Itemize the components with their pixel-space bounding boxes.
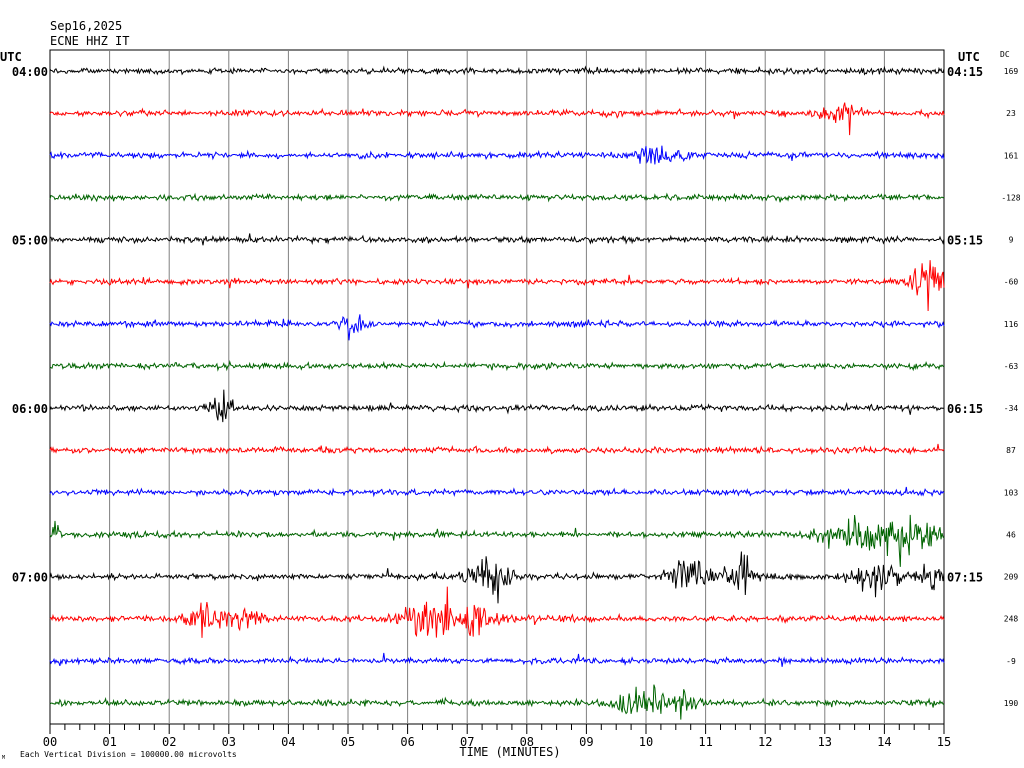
dc-value-label: -128 — [1001, 193, 1020, 202]
date-label: Sep16,2025 — [50, 19, 122, 33]
trace-line — [49, 514, 945, 567]
left-utc-label: UTC — [0, 50, 22, 64]
x-tick-label: 05 — [341, 735, 355, 749]
dc-value-label: -34 — [1004, 404, 1019, 413]
right-hour-label: 04:15 — [947, 65, 983, 79]
x-tick-label: 01 — [102, 735, 116, 749]
dc-value-label: 9 — [1009, 236, 1014, 245]
corner-mark: M — [2, 755, 5, 761]
right-hour-label: 06:15 — [947, 402, 983, 416]
trace-line — [49, 684, 945, 720]
left-hour-label: 05:00 — [12, 234, 48, 248]
dc-value-label: 116 — [1004, 320, 1019, 329]
trace-line — [49, 486, 945, 498]
dc-value-label: -63 — [1004, 362, 1019, 371]
dc-value-label: 23 — [1006, 109, 1016, 118]
dc-value-label: 103 — [1004, 488, 1019, 497]
station-label: ECNE HHZ IT — [50, 34, 129, 48]
dc-value-label: 169 — [1004, 67, 1019, 76]
trace-line — [49, 652, 945, 667]
dc-value-label: 190 — [1004, 699, 1019, 708]
dc-value-label: -9 — [1006, 657, 1016, 666]
dc-value-label: 87 — [1006, 446, 1016, 455]
trace-line — [49, 65, 945, 76]
x-tick-label: 09 — [579, 735, 593, 749]
dc-value-label: 209 — [1004, 573, 1019, 582]
x-tick-label: 12 — [758, 735, 772, 749]
trace-line — [49, 192, 945, 203]
x-tick-label: 03 — [222, 735, 236, 749]
trace-group — [49, 65, 945, 720]
trace-line — [49, 260, 945, 312]
scale-note: Each Vertical Division = 100000.00 micro… — [20, 750, 237, 759]
x-tick-label: 15 — [937, 735, 951, 749]
right-hour-label: 05:15 — [947, 234, 983, 248]
x-tick-label: 00 — [43, 735, 57, 749]
trace-line — [49, 145, 945, 165]
left-hour-label: 04:00 — [12, 65, 48, 79]
trace-line — [49, 233, 945, 246]
trace-line — [49, 389, 945, 423]
dc-header-label: DC — [1000, 50, 1010, 59]
dc-value-label: 161 — [1004, 151, 1019, 160]
x-tick-label: 13 — [818, 735, 832, 749]
x-tick-label: 06 — [400, 735, 414, 749]
x-axis-title: TIME (MINUTES) — [459, 745, 560, 759]
hour-label-group: 04:00 05:00 06:00 07:00 04:15 05:15 06:15 07:15 — [12, 65, 983, 585]
x-tick-label: 11 — [698, 735, 712, 749]
right-hour-label: 07:15 — [947, 571, 983, 585]
trace-line — [49, 586, 945, 638]
left-hour-label: 07:00 — [12, 571, 48, 585]
x-tick-label: 02 — [162, 735, 176, 749]
dc-value-label: -60 — [1004, 278, 1019, 287]
time-grid — [109, 50, 885, 724]
dc-value-label: 248 — [1004, 615, 1019, 624]
x-tick-label: 10 — [639, 735, 653, 749]
trace-line — [49, 443, 945, 456]
trace-line — [49, 551, 945, 604]
left-hour-label: 06:00 — [12, 402, 48, 416]
x-tick-label: 04 — [281, 735, 295, 749]
trace-line — [49, 360, 945, 372]
trace-line — [49, 102, 945, 136]
dc-value-label: 46 — [1006, 530, 1016, 539]
x-axis: 00 01 02 03 04 05 06 07 08 09 10 11 12 13 14 15 — [43, 724, 951, 749]
dc-label-group: 169 23 161 -128 9 -60 116 -63 -34 87 103 46 209 248 -9… — [1001, 67, 1020, 708]
trace-line — [49, 314, 945, 341]
x-tick-label: 14 — [877, 735, 891, 749]
x-tick-label: 08 — [520, 735, 534, 749]
x-tick-label: 07 — [460, 735, 474, 749]
right-utc-label: UTC — [958, 50, 980, 64]
